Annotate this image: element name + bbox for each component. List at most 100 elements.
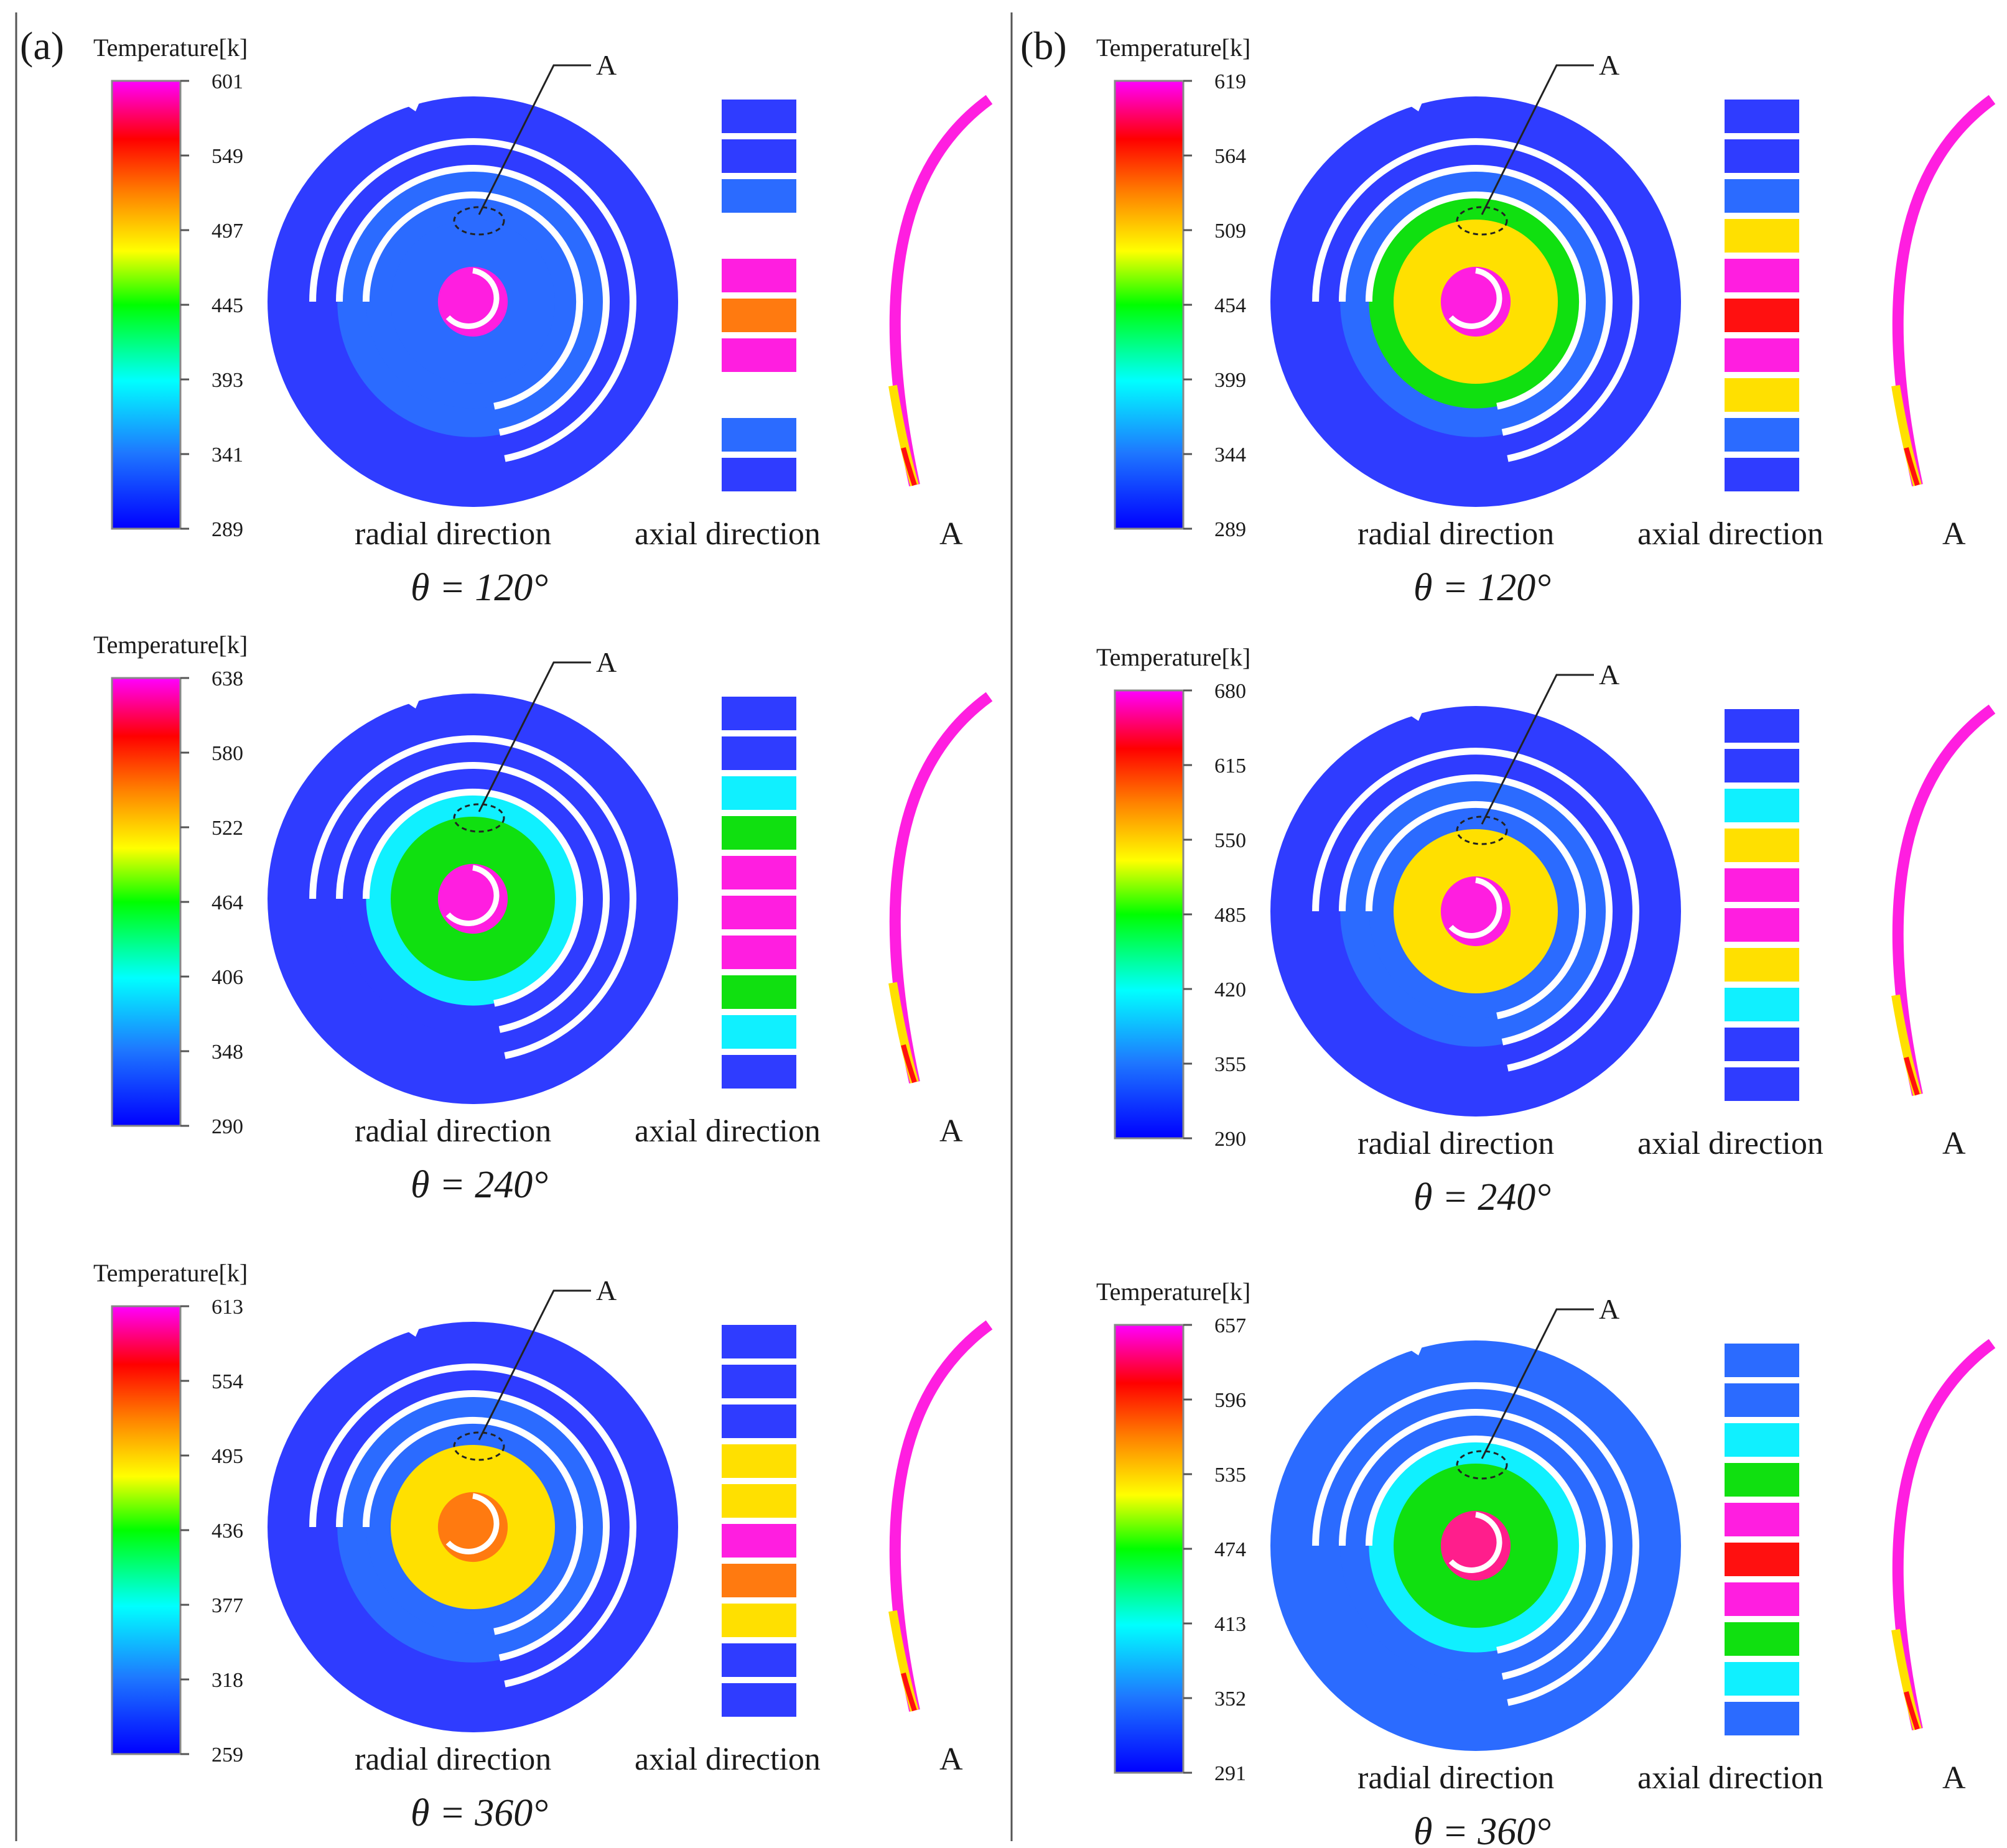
colorbar-title: Temperature[k] (93, 34, 248, 62)
scroll-wrap-gap (1365, 1435, 1586, 1654)
axial-band (722, 1444, 796, 1478)
axial-band (1725, 100, 1799, 133)
angle-label: θ = 240° (1413, 1176, 1551, 1219)
axial-strip (1725, 100, 1799, 491)
colorbar-tick-label: 474 (1214, 1538, 1246, 1561)
colorbar-tick-label: 613 (212, 1296, 243, 1319)
colorbar-tick-label: 549 (212, 145, 243, 168)
axial-band (722, 1484, 796, 1518)
radial-field (1270, 703, 1681, 1117)
region-a-detail (1891, 95, 1996, 486)
column-label-b: (b) (1020, 24, 1067, 68)
colorbar-tick-label: 564 (1214, 145, 1246, 168)
axial-strip (722, 100, 796, 491)
colorbar-tick-label: 436 (212, 1520, 243, 1543)
colorbar (1114, 689, 1185, 1140)
axial-strip (1725, 709, 1799, 1101)
scroll-wrap-gap (1339, 1409, 1613, 1680)
scroll-wrap-gap (336, 165, 610, 436)
label-axial-direction: axial direction (635, 1113, 821, 1149)
panel-a-1: Temperature[k] 601 549 497 445 393 341 289 Aradi… (93, 34, 993, 609)
axial-band (1725, 868, 1799, 902)
region-a-marker (1456, 206, 1508, 236)
axial-band (722, 139, 796, 173)
axial-band (1725, 1383, 1799, 1417)
callout-label: A (596, 1275, 617, 1306)
axial-band (1725, 1423, 1799, 1457)
region-a-marker (453, 1431, 505, 1461)
radial-field (1270, 94, 1681, 507)
colorbar-tick-label: 393 (212, 369, 243, 392)
axial-band (1725, 1702, 1799, 1735)
callout-leader (478, 661, 591, 812)
label-detail-a: A (939, 1742, 963, 1777)
radial-field (268, 691, 678, 1104)
scroll-wrap-gap (1339, 774, 1613, 1046)
axial-band (722, 975, 796, 1009)
colorbar-tick-label: 420 (1214, 978, 1246, 1001)
angle-label: θ = 120° (411, 567, 548, 609)
callout-leader (478, 64, 591, 215)
callout-leader (478, 1289, 591, 1441)
scroll-wrap-gap (1365, 191, 1586, 410)
label-detail-a: A (1942, 1126, 1966, 1161)
colorbar-tick-label: 289 (212, 518, 243, 541)
axial-band (1725, 1344, 1799, 1377)
axial-band (722, 378, 796, 412)
colorbar-tick-label: 341 (212, 443, 243, 467)
region-a-detail (888, 692, 993, 1084)
label-detail-a: A (1942, 1760, 1966, 1796)
axial-band (722, 418, 796, 452)
colorbar (111, 80, 182, 530)
colorbar-tick-label: 290 (212, 1115, 243, 1138)
radial-field (268, 94, 678, 507)
callout-label: A (596, 646, 617, 678)
panel-a-2: Temperature[k] 638 580 522 464 406 348 290 Aradi… (93, 631, 993, 1206)
scroll-wrap-gap (1312, 138, 1639, 462)
panel-b-2: Temperature[k] 680 615 550 485 420 355 290 Aradi… (1096, 643, 1996, 1219)
axial-band (1725, 908, 1799, 942)
scroll-wrap-gap (1312, 748, 1639, 1072)
axial-band (1725, 789, 1799, 822)
axial-band (722, 259, 796, 292)
axial-band (1725, 709, 1799, 743)
axial-band (722, 458, 796, 491)
colorbar-tick-label: 445 (212, 294, 243, 317)
callout-label: A (1599, 49, 1619, 81)
colorbar-title: Temperature[k] (93, 1259, 248, 1287)
label-radial-direction: radial direction (355, 1742, 551, 1777)
colorbar-tick-label: 318 (212, 1669, 243, 1692)
scroll-wrap-gap (309, 138, 636, 462)
axial-band (722, 219, 796, 253)
axial-band (1725, 418, 1799, 452)
panel-a-3: Temperature[k] 613 554 495 436 377 318 259 Aradi… (93, 1259, 993, 1834)
colorbar-title: Temperature[k] (1096, 34, 1250, 62)
colorbar-tick-label: 638 (212, 667, 243, 690)
label-radial-direction: radial direction (1357, 1126, 1554, 1161)
axial-band (722, 299, 796, 332)
angle-label: θ = 120° (1413, 567, 1551, 609)
colorbar-title: Temperature[k] (1096, 1278, 1250, 1306)
label-axial-direction: axial direction (635, 516, 821, 552)
axial-band (722, 1325, 796, 1358)
axial-strip (1725, 1344, 1799, 1735)
region-a-marker (453, 206, 505, 236)
axial-band (1725, 259, 1799, 292)
axial-band (1725, 988, 1799, 1021)
colorbar (111, 677, 182, 1127)
colorbar-tick-label: 348 (212, 1041, 243, 1064)
axial-band (1725, 338, 1799, 372)
colorbar-tick-label: 413 (1214, 1613, 1246, 1636)
label-radial-direction: radial direction (1357, 516, 1554, 552)
angle-label: θ = 240° (411, 1164, 548, 1206)
scroll-wrap-gap (362, 191, 584, 410)
colorbar-tick-label: 550 (1214, 829, 1246, 852)
radial-field (1270, 1338, 1681, 1751)
axial-band (722, 1365, 796, 1398)
callout-label: A (596, 49, 617, 81)
colorbar-tick-label: 377 (212, 1594, 243, 1617)
scroll-wrap-gap (336, 762, 610, 1033)
axial-band (722, 896, 796, 929)
column-label-a: (a) (20, 24, 64, 68)
